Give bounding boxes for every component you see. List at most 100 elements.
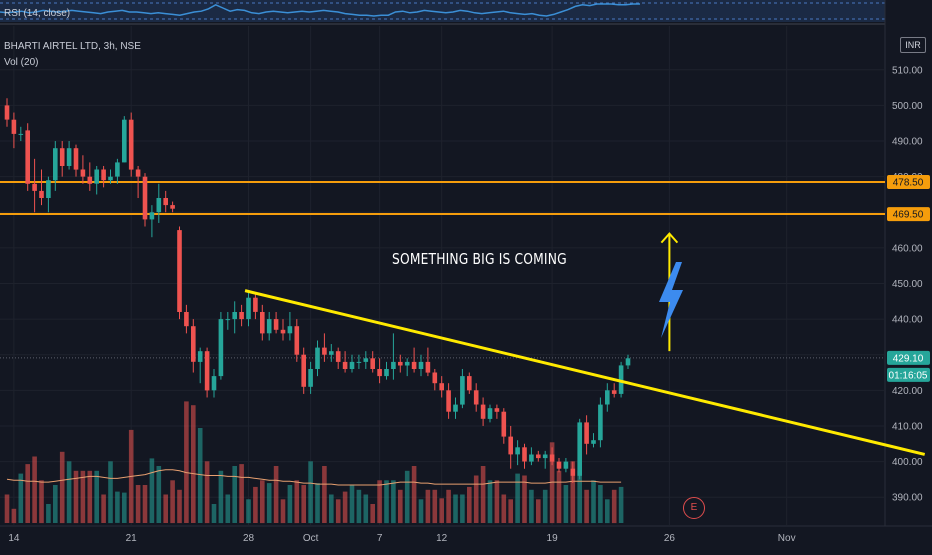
candle-body — [625, 358, 631, 366]
candle-body — [253, 297, 258, 312]
volume-bar — [32, 456, 37, 523]
volume-bar — [322, 466, 327, 523]
volume-bar — [39, 480, 44, 524]
candle-body — [370, 358, 375, 369]
rsi-legend[interactable]: RSI (14, close) — [4, 8, 70, 19]
last-price-tag: 429.10 — [893, 353, 924, 364]
candle-body — [197, 351, 203, 362]
volume-bar — [487, 480, 493, 524]
price-axis-label: 490.00 — [892, 137, 923, 148]
volume-bar — [342, 491, 348, 523]
volume-bar — [363, 494, 369, 523]
candle-body — [335, 351, 341, 362]
volume-bar — [115, 491, 120, 523]
candle-body — [59, 148, 65, 166]
candle-body — [487, 408, 493, 419]
price-axis-label: 420.00 — [892, 386, 923, 397]
candle-body — [411, 361, 417, 369]
price-axis-label: 410.00 — [892, 422, 923, 433]
volume-bar — [239, 464, 244, 523]
candle-body — [301, 354, 306, 387]
volume-bar — [577, 470, 582, 524]
candle-body — [432, 372, 438, 384]
volume-bar — [529, 489, 534, 524]
volume-bar — [446, 489, 451, 524]
volume-bar — [59, 451, 65, 524]
volume-bar — [473, 475, 479, 523]
chart-annotation-text[interactable]: SOMETHING BIG IS COMING — [392, 250, 567, 268]
symbol-legend[interactable]: BHARTI AIRTEL LTD, 3h, NSE — [4, 41, 141, 52]
candle-body — [308, 369, 313, 387]
candle-body — [501, 411, 507, 437]
candle-body — [377, 369, 382, 377]
volume-bar — [294, 480, 300, 524]
candle-body — [418, 361, 424, 369]
volume-bar — [618, 486, 624, 523]
rsi-label: RSI (14, close) — [4, 8, 71, 19]
volume-bar — [170, 480, 175, 524]
candle-body — [191, 326, 196, 362]
volume-bar — [349, 485, 355, 523]
candle-body — [266, 319, 272, 334]
volume-bar — [273, 466, 279, 523]
volume-bar — [301, 485, 306, 523]
candle-body — [53, 148, 58, 181]
candle-body — [25, 130, 30, 184]
volume-bar — [225, 494, 231, 523]
candle-body — [425, 361, 431, 373]
trendline — [244, 289, 926, 456]
candle-body — [556, 461, 562, 469]
candle-body — [446, 390, 451, 412]
candle-body — [142, 176, 148, 220]
price-axis-label: 460.00 — [892, 243, 923, 254]
rsi-line — [0, 3, 640, 17]
currency-button[interactable]: INR — [900, 37, 926, 53]
volume-bar — [494, 480, 500, 524]
candle-body — [218, 319, 224, 377]
candle-body — [260, 312, 265, 334]
volume-bar — [25, 464, 30, 523]
volume-bar — [370, 504, 375, 523]
candle-body — [115, 162, 120, 177]
volume-bar — [191, 405, 196, 523]
volume-bar — [377, 480, 382, 524]
candle-body — [4, 105, 10, 120]
candle-body — [605, 390, 610, 405]
candle-body — [66, 148, 72, 166]
countdown-tag-background — [887, 367, 930, 382]
volume-label: Vol (20) — [4, 57, 39, 68]
volume-bar — [211, 504, 217, 523]
volume-bar — [204, 461, 210, 524]
volume-bar — [570, 461, 576, 524]
volume-bar — [549, 442, 555, 524]
candle-body — [39, 190, 44, 198]
candle-body — [494, 408, 500, 412]
candle-body — [356, 361, 362, 363]
candle-body — [128, 119, 134, 170]
candle-body — [135, 169, 141, 177]
candle-body — [577, 422, 582, 476]
countdown-tag: 01:16:05 — [889, 370, 928, 381]
volume-bar — [87, 470, 93, 524]
earnings-icon[interactable]: E — [683, 497, 705, 519]
volume-bar — [611, 489, 617, 524]
volume-bar — [460, 494, 465, 523]
volume-bar — [11, 508, 17, 524]
volume-bar — [66, 461, 72, 524]
candle-body — [439, 383, 444, 391]
price-tag-478: 478.50 — [893, 178, 924, 189]
volume-bar — [522, 475, 527, 523]
volume-legend[interactable]: Vol (20) — [4, 57, 38, 68]
volume-bar — [253, 486, 258, 523]
volume-bar — [384, 480, 389, 524]
candle-body — [211, 376, 217, 391]
time-axis-label: 14 — [8, 533, 20, 544]
volume-bar — [46, 504, 51, 523]
volume-bar — [80, 470, 86, 524]
volume-bar — [439, 498, 444, 523]
candle-body — [156, 198, 162, 213]
candle-body — [18, 133, 24, 135]
time-axis-label: 12 — [436, 533, 448, 544]
